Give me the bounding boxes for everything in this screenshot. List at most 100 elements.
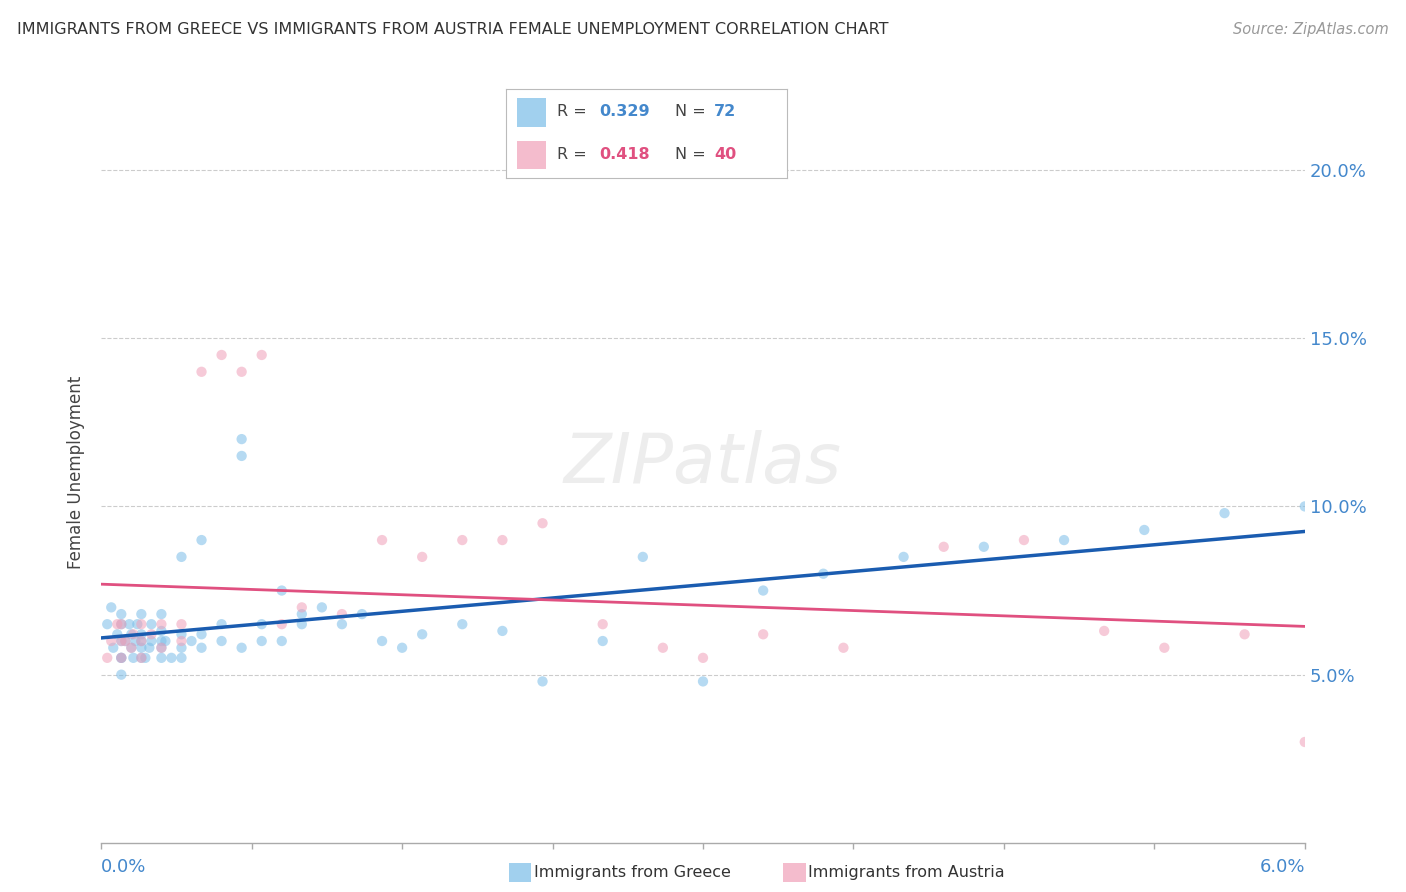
Point	[291, 617, 314, 632]
Point	[120, 640, 142, 655]
Point	[211, 617, 233, 632]
Point	[311, 600, 333, 615]
Point	[138, 640, 160, 655]
Point	[371, 634, 394, 648]
Point	[118, 617, 141, 632]
Point	[131, 651, 153, 665]
Point	[150, 624, 173, 638]
Bar	[517, 141, 546, 169]
Point	[231, 432, 253, 446]
Point	[160, 651, 183, 665]
Point	[752, 627, 775, 641]
Point	[110, 651, 132, 665]
Point	[170, 640, 193, 655]
Point	[110, 634, 132, 648]
Point	[270, 617, 292, 632]
Point	[114, 634, 136, 648]
Point	[1153, 640, 1175, 655]
Point	[491, 533, 513, 547]
Point	[411, 627, 433, 641]
Point	[1294, 735, 1316, 749]
Text: N =: N =	[675, 104, 711, 120]
Point	[371, 533, 394, 547]
Point	[692, 651, 714, 665]
Point	[131, 634, 153, 648]
Point	[270, 583, 292, 598]
Point	[96, 651, 118, 665]
Point	[211, 348, 233, 362]
Point	[291, 600, 314, 615]
Text: ZIPatlas: ZIPatlas	[564, 430, 842, 498]
Text: Immigrants from Greece: Immigrants from Greece	[534, 865, 731, 880]
Point	[973, 540, 995, 554]
Point	[1053, 533, 1076, 547]
Text: 0.329: 0.329	[599, 104, 650, 120]
Point	[105, 617, 128, 632]
Point	[231, 365, 253, 379]
Point	[651, 640, 673, 655]
Point	[170, 651, 193, 665]
Point	[231, 640, 253, 655]
Point	[190, 365, 212, 379]
Point	[150, 634, 173, 648]
Point	[150, 640, 173, 655]
Point	[451, 533, 474, 547]
Point	[270, 634, 292, 648]
Point	[592, 634, 614, 648]
Point	[531, 516, 554, 531]
Point	[170, 634, 193, 648]
Point	[124, 634, 146, 648]
Point	[150, 651, 173, 665]
Text: 0.0%: 0.0%	[101, 858, 146, 876]
Point	[131, 651, 153, 665]
Point	[190, 640, 212, 655]
Point	[114, 634, 136, 648]
Point	[250, 617, 273, 632]
Point	[141, 627, 163, 641]
Point	[832, 640, 855, 655]
Point	[105, 627, 128, 641]
Point	[813, 566, 835, 581]
Y-axis label: Female Unemployment: Female Unemployment	[67, 376, 86, 569]
Point	[155, 634, 177, 648]
Text: 0.418: 0.418	[599, 147, 650, 162]
Text: R =: R =	[557, 147, 592, 162]
Text: 6.0%: 6.0%	[1260, 858, 1305, 876]
Point	[127, 617, 149, 632]
Point	[122, 651, 145, 665]
Bar	[517, 98, 546, 127]
Point	[190, 533, 212, 547]
Point	[96, 617, 118, 632]
Point	[692, 674, 714, 689]
Point	[150, 607, 173, 621]
Text: Source: ZipAtlas.com: Source: ZipAtlas.com	[1233, 22, 1389, 37]
Point	[932, 540, 955, 554]
Text: IMMIGRANTS FROM GREECE VS IMMIGRANTS FROM AUSTRIA FEMALE UNEMPLOYMENT CORRELATIO: IMMIGRANTS FROM GREECE VS IMMIGRANTS FRO…	[17, 22, 889, 37]
Point	[250, 348, 273, 362]
Point	[1012, 533, 1035, 547]
Point	[110, 617, 132, 632]
Point	[211, 634, 233, 648]
Point	[1233, 627, 1256, 641]
Point	[893, 549, 915, 564]
Point	[100, 600, 122, 615]
Text: 40: 40	[714, 147, 737, 162]
Point	[1294, 500, 1316, 514]
Point	[491, 624, 513, 638]
Point	[231, 449, 253, 463]
Point	[122, 627, 145, 641]
Text: Immigrants from Austria: Immigrants from Austria	[808, 865, 1005, 880]
Point	[150, 617, 173, 632]
Point	[391, 640, 413, 655]
Point	[110, 651, 132, 665]
Point	[103, 640, 125, 655]
Point	[110, 651, 132, 665]
Point	[592, 617, 614, 632]
Point	[451, 617, 474, 632]
Point	[141, 617, 163, 632]
Point	[330, 617, 353, 632]
Point	[134, 651, 156, 665]
Point	[131, 607, 153, 621]
Point	[100, 634, 122, 648]
Text: N =: N =	[675, 147, 711, 162]
